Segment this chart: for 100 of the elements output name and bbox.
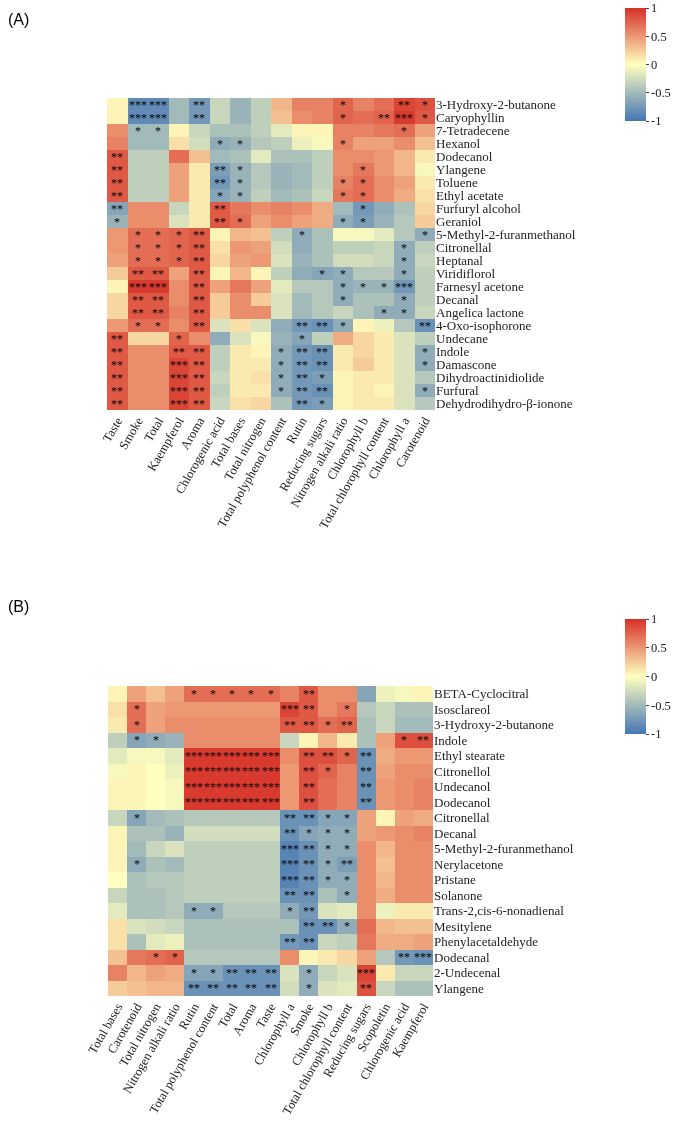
data-label: ** xyxy=(132,267,144,282)
data-label: *** xyxy=(204,749,222,764)
data-label: * xyxy=(306,826,312,841)
data-label: ** xyxy=(193,358,205,373)
data-label: ** xyxy=(360,749,372,764)
data-label: *** xyxy=(149,280,167,295)
data-label: * xyxy=(344,919,350,934)
y-tick-label: 2-Undecenal xyxy=(434,965,501,981)
data-label: * xyxy=(422,345,428,360)
y-tick-label: Dodecanol xyxy=(436,149,493,165)
data-label: ** xyxy=(193,319,205,334)
data-label: ** xyxy=(193,384,205,399)
data-label: * xyxy=(237,189,243,204)
data-label: * xyxy=(210,904,216,919)
data-label: * xyxy=(344,702,350,717)
data-label: * xyxy=(344,888,350,903)
data-label: ** xyxy=(303,718,315,733)
data-label: ** xyxy=(303,749,315,764)
y-tick-label: Furfural xyxy=(436,383,479,399)
data-label: ** xyxy=(296,319,308,334)
data-label: * xyxy=(176,332,182,347)
data-label: ** xyxy=(322,749,334,764)
data-label: * xyxy=(176,254,182,269)
data-label: *** xyxy=(185,780,203,795)
data-label: * xyxy=(360,280,366,295)
data-label: ** xyxy=(193,254,205,269)
data-label: * xyxy=(360,202,366,217)
data-label: *** xyxy=(262,780,280,795)
data-label: * xyxy=(306,981,312,996)
data-label: * xyxy=(114,215,120,230)
data-label: *** xyxy=(170,371,188,386)
data-label: ** xyxy=(245,966,257,981)
y-tick-label: Solanone xyxy=(434,887,483,903)
data-label: * xyxy=(422,111,428,126)
data-label: * xyxy=(325,718,331,733)
data-label: *** xyxy=(223,749,241,764)
y-tick-label: Damascone xyxy=(436,357,497,373)
y-tick-label: Farnesyl acetone xyxy=(436,279,524,295)
y-tick-label: 3-Hydroxy-2-butanone xyxy=(434,717,555,733)
color-bar-label: 1 xyxy=(651,612,658,627)
data-label: ** xyxy=(193,397,205,412)
data-label: * xyxy=(153,733,159,748)
data-label: ** xyxy=(296,345,308,360)
data-label: ** xyxy=(303,687,315,702)
data-label: ** xyxy=(214,176,226,191)
data-label: ** xyxy=(111,202,123,217)
data-label: *** xyxy=(204,795,222,810)
data-label: * xyxy=(340,137,346,152)
data-label: * xyxy=(299,228,305,243)
data-label: ** xyxy=(316,358,328,373)
data-label: *** xyxy=(395,280,413,295)
data-label: * xyxy=(319,397,325,412)
y-tick-label: Pristane xyxy=(434,872,477,888)
data-label: *** xyxy=(129,280,147,295)
y-tick-label: Dodecanal xyxy=(434,949,490,965)
data-label: * xyxy=(360,189,366,204)
data-label: * xyxy=(191,904,197,919)
data-label: * xyxy=(134,857,140,872)
data-label: * xyxy=(381,306,387,321)
data-label: *** xyxy=(395,111,413,126)
data-label: ** xyxy=(303,811,315,826)
data-label: ** xyxy=(341,718,353,733)
y-tick-label: Ethyl acetate xyxy=(436,188,504,204)
data-label: *** xyxy=(223,795,241,810)
data-label: * xyxy=(278,371,284,386)
data-label: ** xyxy=(378,111,390,126)
data-label: ** xyxy=(226,981,238,996)
data-label: * xyxy=(344,749,350,764)
data-label: * xyxy=(153,950,159,965)
data-label: * xyxy=(134,718,140,733)
data-label: * xyxy=(401,124,407,139)
data-label: * xyxy=(401,306,407,321)
data-label: * xyxy=(278,384,284,399)
y-tick-label: Indole xyxy=(434,732,468,748)
data-label: ** xyxy=(111,397,123,412)
y-tick-label: 3-Hydroxy-2-butanone xyxy=(436,97,557,113)
data-label: * xyxy=(401,254,407,269)
y-tick-label: Angelica lactone xyxy=(436,305,524,321)
data-label: ** xyxy=(303,795,315,810)
data-label: * xyxy=(340,189,346,204)
data-label: *** xyxy=(185,795,203,810)
data-label: ** xyxy=(316,384,328,399)
color-bar-label: -0.5 xyxy=(651,86,671,101)
data-label: *** xyxy=(223,764,241,779)
y-tick-label: Ylangene xyxy=(434,980,485,996)
data-label: ** xyxy=(296,371,308,386)
data-label: * xyxy=(217,189,223,204)
data-label: * xyxy=(325,826,331,841)
data-label: ** xyxy=(417,733,429,748)
data-label: * xyxy=(135,241,141,256)
data-label: * xyxy=(155,254,161,269)
data-label: * xyxy=(306,966,312,981)
data-label: ** xyxy=(152,306,164,321)
y-tick-label: Ethyl stearate xyxy=(434,748,506,764)
color-bar-label: -1 xyxy=(651,727,662,742)
data-label: * xyxy=(381,280,387,295)
data-label: ** xyxy=(214,202,226,217)
data-label: ** xyxy=(284,935,296,950)
data-label: *** xyxy=(262,749,280,764)
data-label: ** xyxy=(296,384,308,399)
